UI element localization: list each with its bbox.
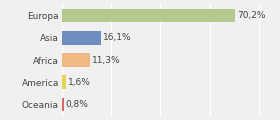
Bar xyxy=(62,98,64,111)
Text: 70,2%: 70,2% xyxy=(237,11,265,20)
Text: 0,8%: 0,8% xyxy=(66,100,88,109)
Bar xyxy=(62,9,235,22)
Text: 16,1%: 16,1% xyxy=(103,33,132,42)
Text: 1,6%: 1,6% xyxy=(67,78,90,87)
Text: 11,3%: 11,3% xyxy=(92,55,120,65)
Bar xyxy=(62,53,90,67)
Bar xyxy=(62,75,66,89)
Bar xyxy=(62,31,101,45)
